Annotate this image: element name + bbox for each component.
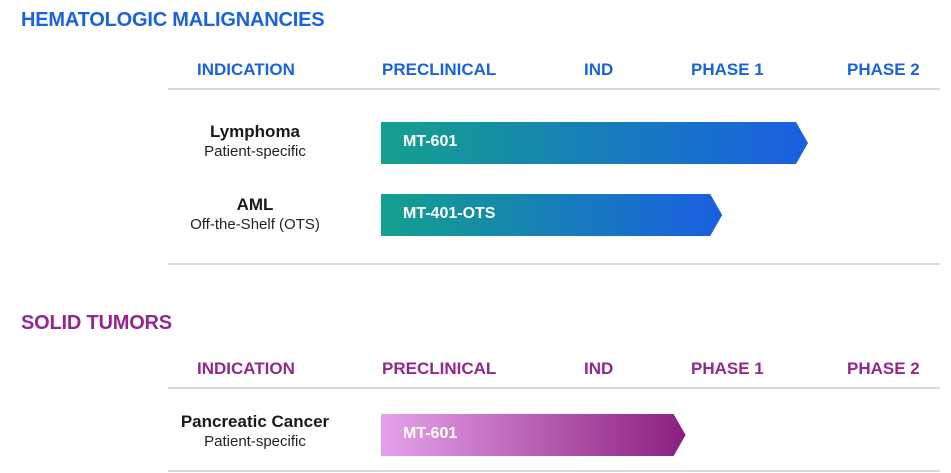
bar-pancreatic-mt-601 [381,414,686,456]
col-header-phase2: PHASE 2 [847,60,920,79]
divider [168,470,940,472]
progress-arrow [381,194,723,236]
bar-label: MT-601 [403,425,458,442]
bar-aml-mt-401-ots [381,194,723,236]
section-title-solid-tumors: SOLID TUMORS [21,312,172,334]
col-header-phase1: PHASE 1 [691,359,764,378]
col-header-preclinical: PRECLINICAL [382,60,497,79]
section-title-hematologic: HEMATOLOGIC MALIGNANCIES [21,9,325,31]
col-header-ind: IND [584,359,614,378]
col-header-ind: IND [584,60,614,79]
indication-name: AML [236,195,274,214]
divider [168,387,940,389]
bar-label: MT-601 [403,133,458,150]
col-header-indication: INDICATION [197,359,295,378]
indication-name: Lymphoma [209,122,301,141]
divider [168,88,940,90]
col-header-preclinical: PRECLINICAL [382,359,497,378]
indication-aml: AML Off-the-Shelf (OTS) [155,195,355,235]
indication-subtext: Patient-specific [204,143,306,160]
indication-subtext: Patient-specific [204,433,306,450]
bar-lymphoma-mt-601 [381,122,808,164]
indication-subtext: Off-the-Shelf (OTS) [190,216,320,233]
progress-arrow [381,122,808,164]
indication-lymphoma: Lymphoma Patient-specific [155,122,355,162]
divider [168,263,940,265]
bar-label: MT-401-OTS [403,205,496,222]
col-header-indication: INDICATION [197,60,295,79]
indication-pancreatic-cancer: Pancreatic Cancer Patient-specific [155,412,355,452]
col-header-phase1: PHASE 1 [691,60,764,79]
col-header-phase2: PHASE 2 [847,359,920,378]
indication-name: Pancreatic Cancer [180,412,330,431]
progress-arrow [381,414,686,456]
